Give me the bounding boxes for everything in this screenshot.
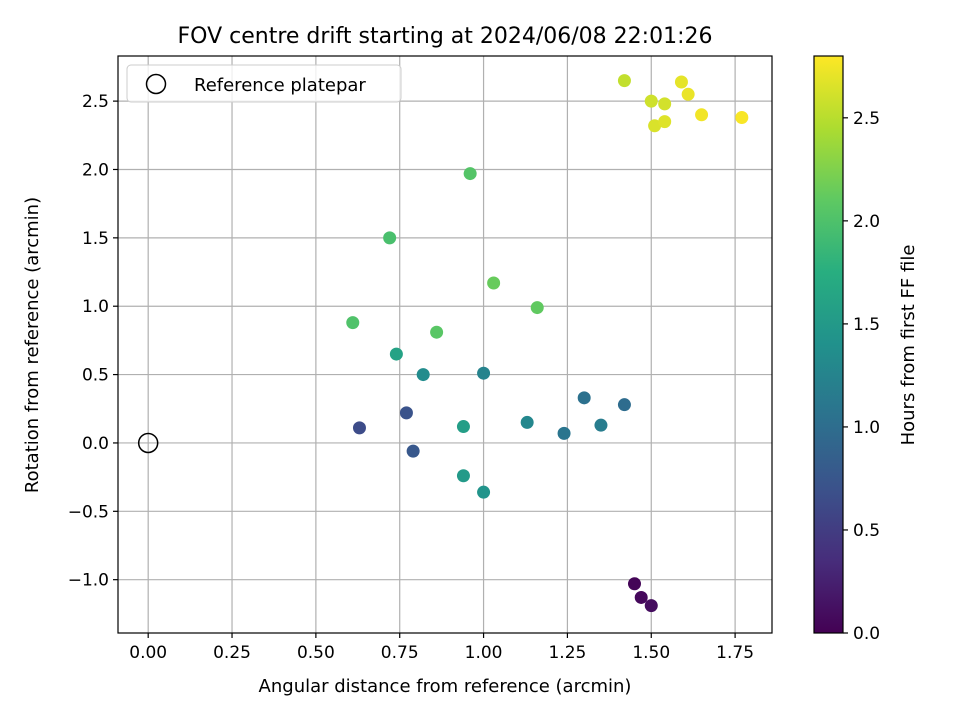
data-point <box>456 420 470 434</box>
data-point <box>430 325 444 339</box>
data-point <box>617 74 631 88</box>
x-tick-label: 0.00 <box>129 643 167 663</box>
data-point <box>487 276 501 290</box>
legend-marker-icon <box>145 73 167 95</box>
data-points <box>346 74 749 613</box>
data-point <box>416 368 430 382</box>
grid-lines <box>118 56 772 633</box>
colorbar-tick-label: 2.0 <box>853 212 880 232</box>
colorbar-tick-label: 0.0 <box>853 624 880 644</box>
y-tick-label: −1.0 <box>68 571 109 591</box>
x-tick-label: 1.75 <box>716 643 754 663</box>
y-tick-label: 1.5 <box>82 229 109 249</box>
x-tick-label: 0.75 <box>381 643 419 663</box>
data-point <box>674 75 688 89</box>
colorbar-label: Hours from first FF file <box>898 245 919 446</box>
plot-area-frame <box>117 55 773 634</box>
data-point <box>477 366 491 380</box>
legend-entry-label: Reference platepar <box>194 75 366 96</box>
colorbar-ticks: 0.0 0.5 1.0 1.5 2.0 2.5 <box>843 109 880 644</box>
data-point <box>346 316 360 330</box>
legend: Reference platepar <box>126 64 402 103</box>
x-axis-ticks: 0.00 0.25 0.50 0.75 1.00 1.25 1.50 1.75 <box>129 633 754 663</box>
x-tick-label: 1.50 <box>632 643 670 663</box>
colorbar: 0.0 0.5 1.0 1.5 2.0 2.5 Hours from first FF f… <box>813 55 919 644</box>
x-tick-label: 1.25 <box>548 643 586 663</box>
data-point <box>735 111 749 125</box>
data-point <box>577 391 591 405</box>
data-point <box>594 418 608 432</box>
data-point <box>406 444 420 458</box>
data-point <box>627 577 641 591</box>
data-point <box>352 421 366 435</box>
x-tick-label: 0.25 <box>213 643 251 663</box>
data-point <box>557 426 571 440</box>
data-point <box>634 590 648 604</box>
reference-marker-group <box>137 432 159 454</box>
colorbar-frame <box>813 55 844 634</box>
colorbar-tick-label: 0.5 <box>853 521 880 541</box>
x-tick-label: 1.00 <box>465 643 503 663</box>
y-tick-label: 2.5 <box>82 92 109 112</box>
data-point <box>463 167 477 181</box>
x-tick-label: 0.50 <box>297 643 335 663</box>
data-point <box>695 108 709 122</box>
data-point <box>399 406 413 420</box>
chart-title: FOV centre drift starting at 2024/06/08 … <box>178 24 713 49</box>
y-axis-ticks: −1.0 −0.5 0.0 0.5 1.0 1.5 2.0 2.5 <box>68 92 118 591</box>
data-point <box>658 97 672 111</box>
legend-frame <box>126 64 402 103</box>
data-point <box>383 231 397 245</box>
colorbar-tick-label: 1.5 <box>853 315 880 335</box>
data-point <box>617 398 631 412</box>
y-tick-label: 0.0 <box>82 434 109 454</box>
data-point <box>658 115 672 129</box>
data-point <box>644 94 658 108</box>
data-point <box>644 599 658 613</box>
colorbar-tick-label: 1.0 <box>853 418 880 438</box>
reference-platepar-marker <box>137 432 159 454</box>
data-point <box>681 87 695 101</box>
y-tick-label: −0.5 <box>68 502 109 522</box>
data-point <box>477 485 491 499</box>
colorbar-tick-label: 2.5 <box>853 109 880 129</box>
y-tick-label: 2.0 <box>82 160 109 180</box>
data-point <box>648 119 662 133</box>
y-tick-label: 0.5 <box>82 366 109 386</box>
y-tick-label: 1.0 <box>82 297 109 317</box>
data-point <box>389 347 403 361</box>
data-point <box>530 301 544 315</box>
y-axis-label: Rotation from reference (arcmin) <box>22 197 43 493</box>
data-point <box>520 415 534 429</box>
x-axis-label: Angular distance from reference (arcmin) <box>259 676 632 697</box>
data-point <box>456 469 470 483</box>
colorbar-gradient <box>814 56 843 633</box>
